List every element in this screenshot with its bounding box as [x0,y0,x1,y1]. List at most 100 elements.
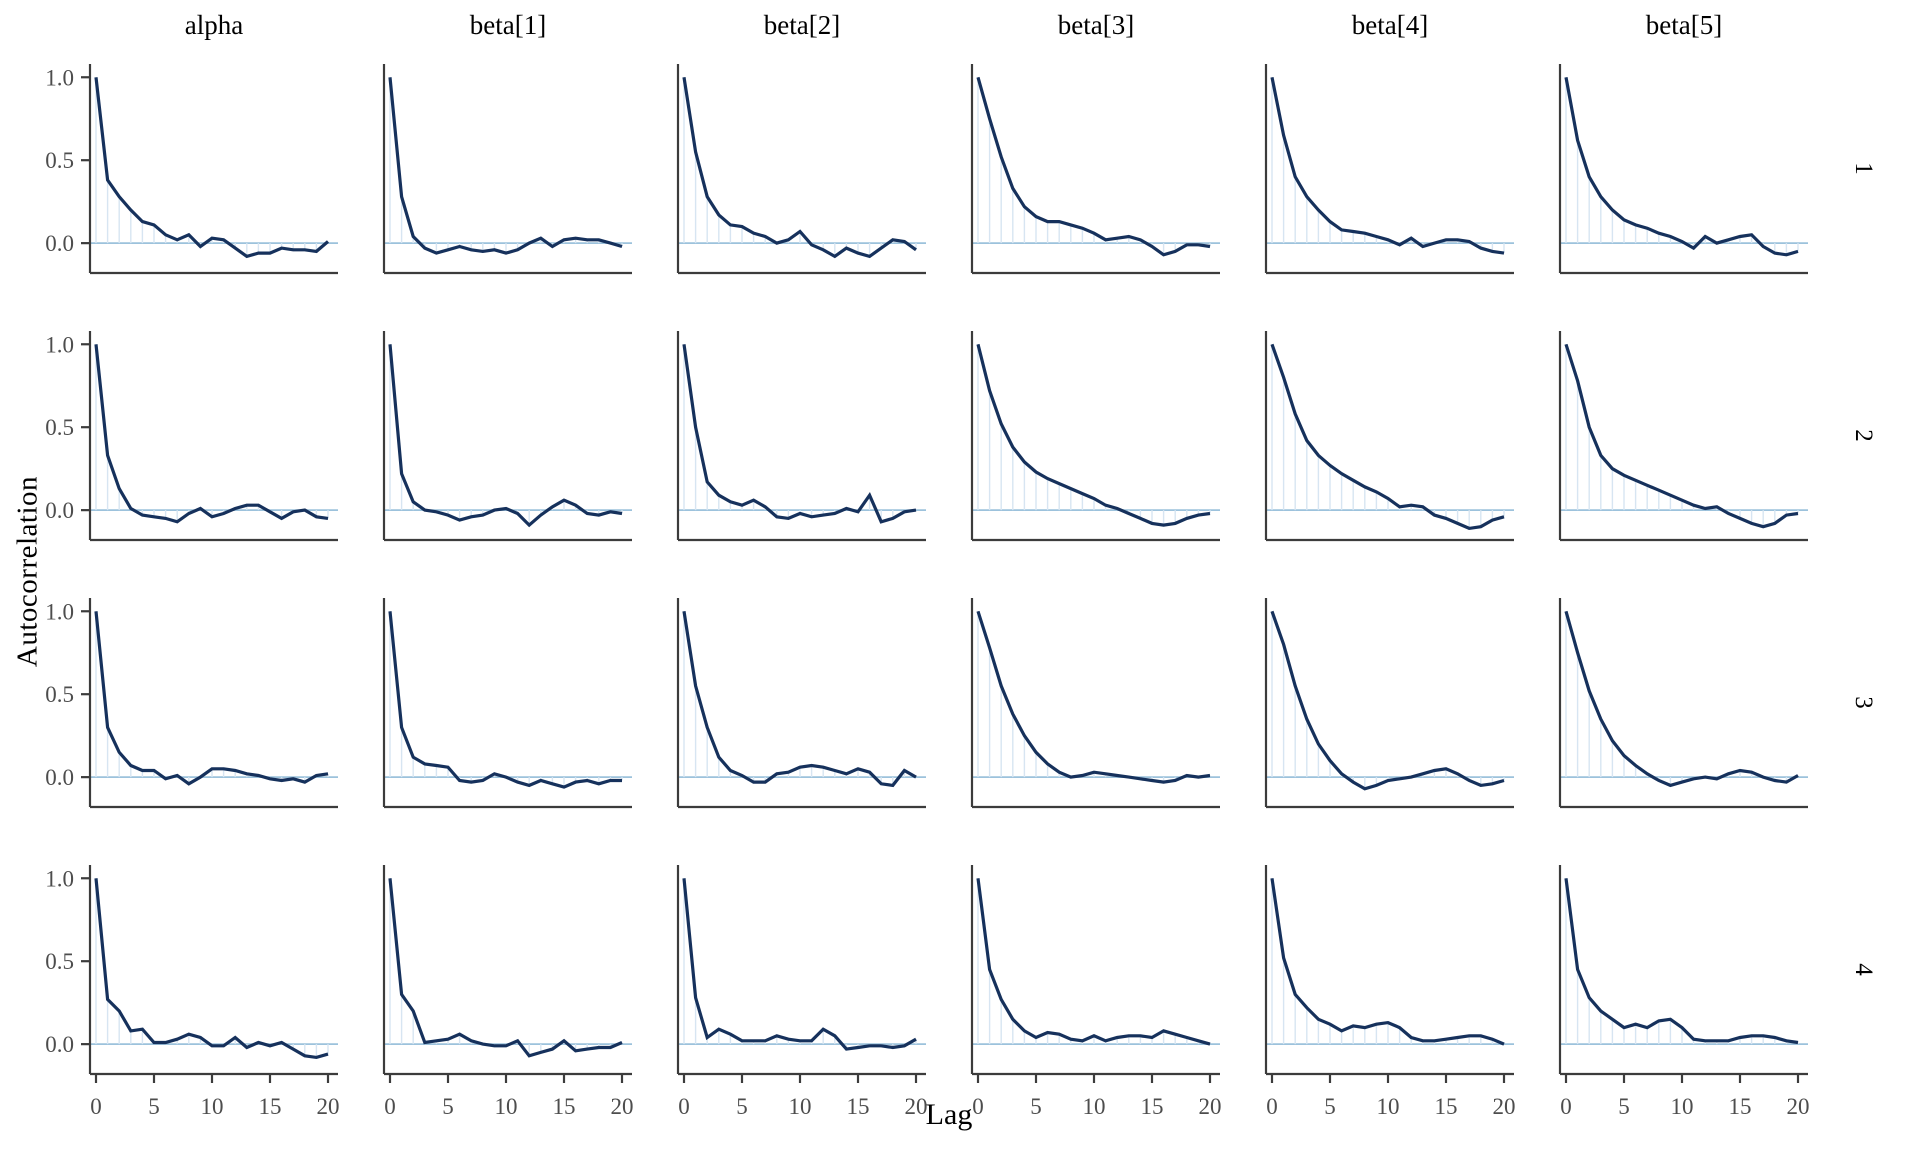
acf-subplot-chain3-beta[1] [382,598,632,809]
acf-subplot-chain2-beta[5] [1558,331,1808,542]
x-tick-label: 10 [789,1094,812,1119]
facet-col-title: beta[3] [1058,10,1134,40]
acf-subplot-chain3-beta[2] [676,598,926,809]
y-tick-label: 0.0 [45,1032,74,1057]
x-tick-label: 0 [678,1094,690,1119]
x-tick-label: 5 [1324,1094,1336,1119]
lag-segments [95,611,329,784]
x-tick-label: 10 [1083,1094,1106,1119]
lag-segments [1565,77,1799,255]
x-tick-label: 0 [972,1094,984,1119]
acf-subplot-chain1-beta[5] [1558,64,1808,275]
acf-line [976,878,1211,1046]
y-tick-label: 1.0 [45,599,74,624]
facet-col-title: beta[4] [1352,10,1428,40]
y-tick-label: 0.5 [45,415,74,440]
lag-segments [389,77,623,254]
acf-subplot-chain2-beta[1] [382,331,632,542]
x-tick-label: 15 [847,1094,870,1119]
x-tick-label: 5 [442,1094,454,1119]
acf-line [1564,343,1799,529]
x-tick-label: 5 [148,1094,160,1119]
acf-subplot-chain4-beta[4]: 0 5 10 15 20 [1264,865,1516,1119]
acf-subplot-chain2-beta[4] [1264,331,1514,542]
acf-subplot-chain1-beta[1] [382,64,632,275]
lag-segments [1271,344,1505,529]
acf-subplot-chain3-beta[4] [1264,598,1514,809]
acf-line [1270,610,1505,791]
lag-segments [1271,878,1494,1045]
x-tick-label: 20 [317,1094,340,1119]
acf-line [94,344,329,524]
acf-subplot-chain2-beta[3] [970,331,1220,542]
lag-segments [1271,611,1505,789]
facet-row-label: 4 [1850,963,1877,976]
x-tick-label: 20 [1493,1094,1516,1119]
lag-segments [1565,611,1799,786]
acf-subplot-chain3-alpha: 1.0 0.5 0.0 [45,598,338,809]
x-tick-label: 15 [259,1094,282,1119]
y-tick-label: 1.0 [45,332,74,357]
acf-subplot-chain1-beta[4] [1264,64,1514,275]
lag-segments [977,77,1211,255]
x-tick-label: 20 [1199,1094,1222,1119]
acf-subplot-chain2-beta[2] [676,331,926,542]
acf-line [94,878,329,1060]
acf-line [94,611,329,786]
x-tick-label: 10 [1671,1094,1694,1119]
x-tick-label: 5 [736,1094,748,1119]
x-tick-label: 20 [611,1094,634,1119]
x-tick-label: 5 [1030,1094,1042,1119]
y-tick-label: 0.0 [45,231,74,256]
y-tick-label: 1.0 [45,866,74,891]
acf-subplot-chain3-beta[3] [970,598,1220,809]
lag-segments [1565,878,1799,1045]
lag-segments [1271,77,1505,254]
x-tick-label: 20 [1787,1094,1810,1119]
acf-line [1564,878,1799,1045]
x-tick-label: 10 [1377,1094,1400,1119]
lag-segments [389,344,623,526]
acf-line [388,77,623,255]
lag-segments [389,611,623,788]
facet-col-title: alpha [185,10,243,40]
acf-subplot-chain1-beta[2] [676,64,926,275]
x-axis-label: Lag [925,1098,973,1131]
acf-line [976,343,1211,527]
y-tick-label: 0.0 [45,765,74,790]
acf-subplot-chain4-beta[5]: 0 5 10 15 20 [1558,865,1810,1119]
acf-line [976,76,1211,257]
facet-row-label: 3 [1850,696,1877,709]
x-tick-label: 15 [1435,1094,1458,1119]
x-tick-label: 20 [905,1094,928,1119]
acf-line [388,344,623,528]
lag-segments [389,878,623,1056]
lag-segments [95,77,329,257]
x-tick-label: 10 [201,1094,224,1119]
lag-segments [977,878,1200,1045]
facet-col-title: beta[1] [470,10,546,40]
lag-segments [683,77,917,257]
facet-row-label: 2 [1850,429,1877,442]
x-tick-label: 15 [1141,1094,1164,1119]
lag-segments [977,344,1211,526]
acf-line [1270,343,1505,531]
acf-line [1270,878,1505,1046]
acf-subplot-chain4-alpha: 1.0 0.5 0.0 0 5 10 15 20 [45,865,340,1119]
y-tick-label: 0.0 [45,498,74,523]
acf-subplot-chain4-beta[1]: 0 5 10 15 20 [382,865,634,1119]
y-tick-label: 1.0 [45,65,74,90]
acf-line [682,611,917,788]
x-tick-label: 15 [1729,1094,1752,1119]
acf-subplot-chain4-beta[2]: 0 5 10 15 20 [676,865,928,1119]
x-tick-label: 5 [1618,1094,1630,1119]
facet-col-title: beta[5] [1646,10,1722,40]
facet-row-label: 1 [1850,162,1877,175]
acf-line [682,77,917,259]
acf-subplot-chain1-beta[3] [970,64,1220,275]
lag-segments [683,878,917,1050]
y-tick-label: 0.5 [45,949,74,974]
acf-line [1564,610,1799,788]
acf-line [1564,77,1799,257]
